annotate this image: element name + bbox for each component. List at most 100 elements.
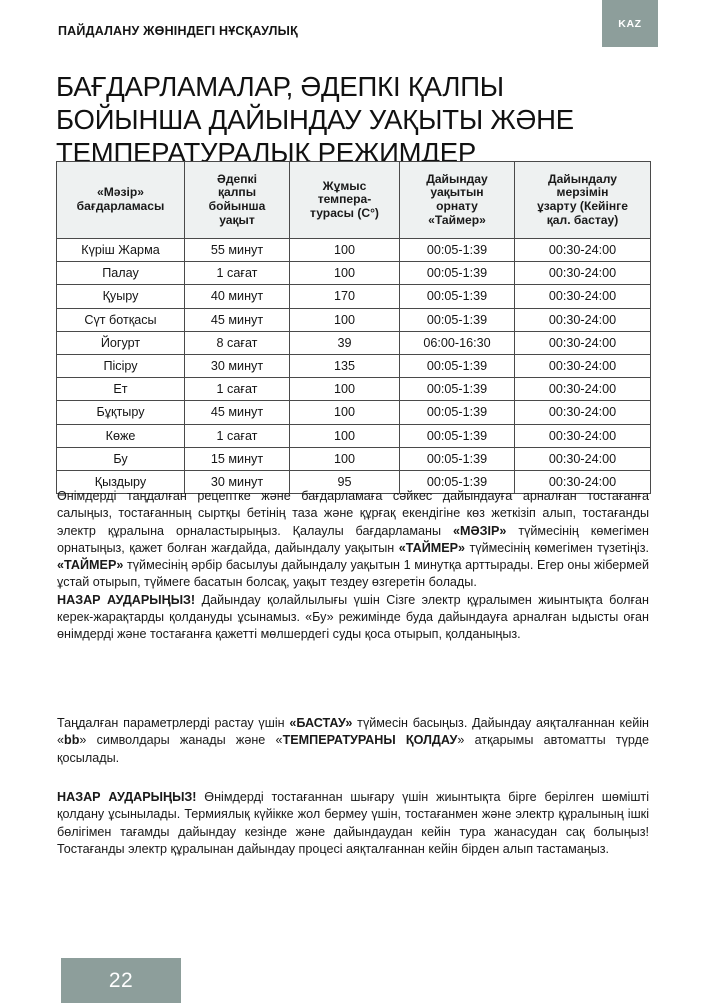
table-cell: 00:30-24:00	[514, 284, 651, 309]
table-cell: 00:30-24:00	[514, 400, 651, 425]
table-header-row: «Мәзір» бағдарламасы Әдепкі қалпы бойынша уақ…	[56, 161, 651, 239]
table-row: Сүт ботқасы 45 минут 100 00:05-1:39 00:30-24…	[56, 307, 651, 332]
table-column-header-3-line-1: Жұмыс	[322, 178, 367, 193]
table-cell: 100	[289, 400, 400, 425]
para1-text-e: түймесінің көмегімен түзетіңіз.	[465, 540, 649, 555]
table-cell-program-name: Көже	[56, 423, 185, 448]
table-cell: 00:30-24:00	[514, 237, 651, 263]
table-column-header-5-line-3: ұзарту (Кейінге	[537, 199, 628, 213]
table-column-header-4-line-2: уақытын	[430, 185, 484, 200]
table-cell-program-name: Қуыру	[56, 284, 185, 309]
page-number-bar: 22	[61, 958, 181, 1003]
para1-text-g: түймесінің әрбір басылуы дайындалу уақыт…	[57, 558, 649, 590]
table-column-header-4-line-3: орнату	[436, 199, 478, 213]
table-column-header-1-line-2: бағдарламасы	[76, 199, 165, 213]
program-specification-table: «Мәзір» бағдарламасы Әдепкі қалпы бойынша уақ…	[56, 161, 651, 495]
table-cell: 45 минут	[184, 400, 290, 425]
language-tab-label: KAZ	[618, 17, 642, 30]
table-cell: 1 сағат	[184, 423, 290, 448]
table-column-header-2: Әдепкі қалпы бойынша уақыт	[184, 161, 290, 239]
table-cell: 100	[289, 307, 400, 332]
paragraph-preparation: Өнімдерді таңдалған рецептке және бағдар…	[57, 488, 649, 592]
table-cell: 39	[289, 330, 400, 355]
table-cell: 00:05-1:39	[399, 446, 515, 471]
table-column-header-5-line-2: мерзімін	[556, 185, 609, 200]
table-cell: 00:05-1:39	[399, 400, 515, 425]
table-cell: 00:30-24:00	[514, 423, 651, 448]
table-row: Бу 15 минут 100 00:05-1:39 00:30-24:00	[56, 446, 651, 471]
table-cell: 95	[289, 469, 400, 495]
page-number: 22	[108, 968, 134, 992]
paragraph-start-confirmation: Таңдалған параметрлерді растау үшін «БАС…	[57, 715, 649, 767]
table-cell: 100	[289, 261, 400, 286]
table-column-header-3: Жұмыс темпера-турасы (C°)	[289, 161, 400, 239]
table-cell-program-name: Қыздыру	[56, 469, 185, 495]
table-column-header-5-line-4: қал. бастау)	[546, 212, 619, 227]
table-cell: 00:05-1:39	[399, 353, 515, 379]
table-cell: 06:00-16:30	[399, 330, 515, 355]
table-row: Пісіру 30 минут 135 00:05-1:39 00:30-24:00	[56, 353, 651, 379]
table-cell-program-name: Пісіру	[56, 353, 185, 379]
language-tab-kaz[interactable]: KAZ	[602, 0, 658, 47]
table-column-header-1: «Мәзір» бағдарламасы	[56, 161, 185, 239]
table-cell: 00:30-24:00	[514, 353, 651, 379]
table-cell-program-name: Сүт ботқасы	[56, 307, 185, 332]
table-body: Күріш Жарма 55 минут 100 00:05-1:39 00:30-24…	[56, 237, 651, 495]
page-title-line-2: БОЙЫНША ДАЙЫНДАУ УАҚЫТЫ ЖӘНЕ	[56, 104, 574, 136]
table-cell-program-name: Йогурт	[56, 330, 185, 355]
table-cell: 00:05-1:39	[399, 423, 515, 448]
table-cell: 00:30-24:00	[514, 307, 651, 332]
table-cell-program-name: Бұқтыру	[56, 400, 185, 425]
para3-text-c: түймесін басыңыз. Дайындау аяқталғаннан …	[57, 716, 649, 748]
table-cell: 30 минут	[184, 469, 290, 495]
table-row: Ет 1 сағат 100 00:05-1:39 00:30-24:00	[56, 377, 651, 402]
table-cell: 15 минут	[184, 446, 290, 471]
instructions-paragraph-group-2: Таңдалған параметрлерді растау үшін «БАС…	[57, 715, 649, 767]
table-column-header-2-line-4: уақыт	[219, 212, 255, 227]
paragraph-attention-2: НАЗАР АУДАРЫҢЫЗ! Өнімдерді тостағаннан ш…	[57, 789, 649, 858]
paragraph-attention-1: НАЗАР АУДАРЫҢЫЗ! Дайындау қолайлылығы үш…	[57, 592, 649, 644]
table-cell: 00:05-1:39	[399, 469, 515, 495]
table-row: Йогурт 8 сағат 39 06:00-16:30 00:30-24:00	[56, 330, 651, 355]
table-cell: 00:05-1:39	[399, 307, 515, 332]
table-cell: 55 минут	[184, 237, 290, 263]
table-cell: 00:30-24:00	[514, 261, 651, 286]
table-row: Қуыру 40 минут 170 00:05-1:39 00:30-24:00	[56, 284, 651, 309]
table-row: Бұқтыру 45 минут 100 00:05-1:39 00:30-24:00	[56, 400, 651, 425]
table-cell: 00:30-24:00	[514, 377, 651, 402]
table-row: Көже 1 сағат 100 00:05-1:39 00:30-24:00	[56, 423, 651, 448]
table-cell: 135	[289, 353, 400, 379]
table-column-header-4-line-4: «Таймер»	[428, 212, 486, 227]
para1-menu-button-ref: «МӘЗІР»	[452, 523, 507, 538]
attention-label-1: НАЗАР АУДАРЫҢЫЗ!	[57, 592, 196, 607]
para1-text-c: түймесінің көмегімен орнатыңыз, қажет бо…	[57, 523, 649, 555]
attention-label-2: НАЗАР АУДАРЫҢЫЗ!	[57, 790, 197, 804]
table-row: Күріш Жарма 55 минут 100 00:05-1:39 00:30-24…	[56, 237, 651, 263]
table-cell: 00:30-24:00	[514, 469, 651, 495]
para1-text-a: Өнімдерді таңдалған рецептке және бағдар…	[57, 489, 649, 538]
table-cell: 1 сағат	[184, 261, 290, 286]
table-cell: 100	[289, 237, 400, 263]
table-cell-program-name: Ет	[56, 377, 185, 402]
para3-keep-warm-ref: ТЕМПЕРАТУРАНЫ ҚОЛДАУ	[282, 733, 458, 748]
table-column-header-3-line-3: турасы (C°)	[310, 205, 379, 220]
table-cell-program-name: Бу	[56, 446, 185, 471]
table-cell: 00:05-1:39	[399, 377, 515, 402]
table-header: «Мәзір» бағдарламасы Әдепкі қалпы бойынша уақ…	[56, 161, 651, 239]
table-row: Палау 1 сағат 100 00:05-1:39 00:30-24:00	[56, 261, 651, 286]
table-cell: 00:30-24:00	[514, 330, 651, 355]
page-title-line-1: БАҒДАРЛАМАЛАР, ӘДЕПКІ ҚАЛПЫ	[56, 71, 504, 103]
instructions-paragraph-group-1: Өнімдерді таңдалған рецептке және бағдар…	[57, 488, 649, 644]
table-cell: 00:05-1:39	[399, 284, 515, 309]
table-cell: 00:05-1:39	[399, 237, 515, 263]
para1-timer-button-ref-2: «ТАЙМЕР»	[57, 558, 124, 573]
table-cell: 8 сағат	[184, 330, 290, 355]
table-cell: 40 минут	[184, 284, 290, 309]
table-column-header-2-line-3: бойынша	[208, 199, 266, 213]
table-cell: 45 минут	[184, 307, 290, 332]
page-title: БАҒДАРЛАМАЛАР, ӘДЕПКІ ҚАЛПЫ БОЙЫНША ДАЙЫ…	[56, 70, 656, 169]
table-column-header-5: Дайындалу мерзімін ұзарту (Кейінге қал. бас…	[514, 161, 651, 239]
table-cell: 00:30-24:00	[514, 446, 651, 471]
table-column-header-2-line-2: қалпы	[217, 185, 257, 200]
table-cell-program-name: Күріш Жарма	[56, 237, 185, 263]
